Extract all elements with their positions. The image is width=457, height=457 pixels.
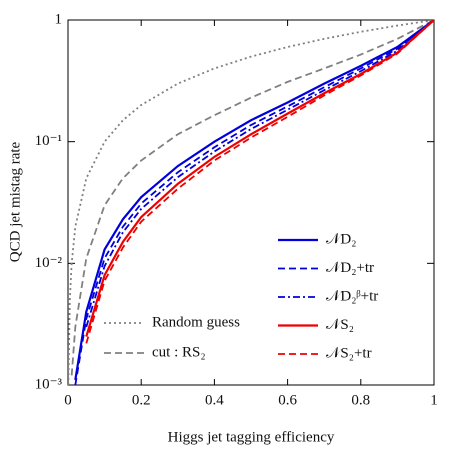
x-tick-label: 0.6 [278, 392, 297, 408]
legend-label: 𝒩D₂ [326, 231, 356, 247]
series-line [85, 20, 434, 328]
y-axis-label: QCD jet mistag rate [7, 141, 23, 262]
legend-label: 𝒩D₂+tr [326, 260, 374, 276]
x-tick-label: 0.2 [132, 392, 151, 408]
y-tick-label: 10⁻² [35, 255, 63, 271]
series-line [85, 20, 434, 337]
x-axis-label: Higgs jet tagging efficiency [168, 429, 335, 445]
x-tick-label: 1 [430, 392, 438, 408]
series-line [68, 20, 434, 385]
legend-label: 𝒩S₂ [326, 317, 354, 333]
legend-label: 𝒩S₂+tr [326, 345, 372, 361]
series-line [85, 20, 434, 344]
legend-label: Random guess [152, 314, 240, 330]
series-line [74, 20, 434, 385]
x-tick-label: 0 [64, 392, 72, 408]
y-tick-label: 1 [55, 11, 63, 27]
x-tick-label: 0.4 [205, 392, 224, 408]
y-tick-label: 10⁻³ [35, 376, 63, 392]
legend-label: cut : RS₂ [152, 344, 206, 360]
x-tick-label: 0.8 [351, 392, 370, 408]
y-tick-label: 10⁻¹ [35, 133, 62, 149]
series-line [74, 20, 434, 381]
legend-label: 𝒩D₂ᵝ+tr [326, 288, 378, 304]
plot-frame [67, 19, 435, 386]
series-line [70, 20, 434, 376]
